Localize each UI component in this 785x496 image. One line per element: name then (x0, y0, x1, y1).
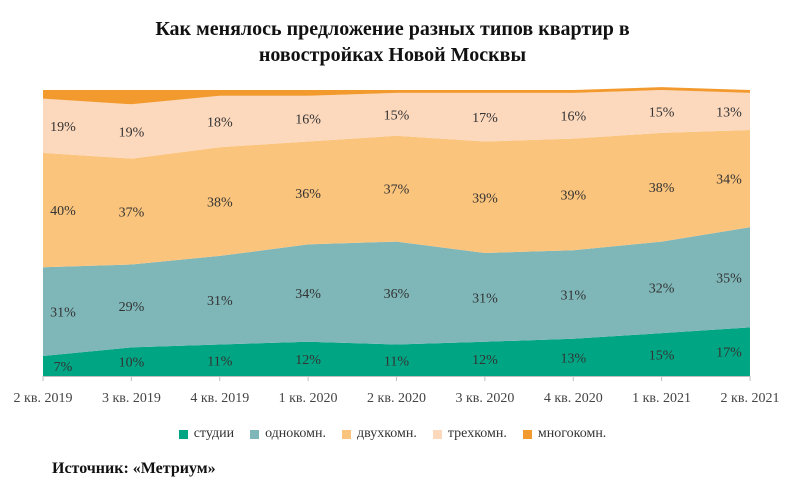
legend-item-4: многокомн. (522, 426, 607, 442)
data-label: 16% (295, 113, 321, 128)
chart-title-line-2: новостройках Новой Москвы (258, 44, 527, 66)
data-label: 17% (716, 346, 742, 361)
legend-swatch (432, 429, 442, 439)
data-label: 34% (716, 173, 742, 188)
area-series-3 (43, 90, 750, 159)
data-label: 31% (207, 294, 233, 309)
data-label: 31% (560, 289, 586, 304)
legend-swatch (250, 429, 260, 439)
x-tick-label: 4 кв. 2020 (544, 391, 603, 406)
data-label: 37% (119, 206, 145, 221)
data-label: 15% (649, 349, 675, 364)
x-tick-label: 3 кв. 2019 (102, 391, 161, 406)
x-tick-label: 3 кв. 2020 (455, 391, 514, 406)
chart-title-line-1: Как менялось предложение разных типов кв… (155, 18, 630, 40)
legend-label: многокомн. (537, 426, 607, 441)
data-label: 10% (119, 356, 145, 371)
data-label: 19% (50, 120, 76, 135)
data-label: 13% (560, 351, 586, 366)
x-tick-label: 2 кв. 2020 (367, 391, 426, 406)
source-note: Источник: «Метриум» (52, 460, 216, 477)
data-label: 38% (649, 181, 675, 196)
data-label: 32% (649, 281, 675, 296)
data-label: 12% (472, 353, 498, 368)
legend-swatch (341, 429, 351, 439)
stacked-area-chart: 7% 10% 11% 12% 11% 12% 13% 15% 17% 31% 29% 31% 34% 36… (14, 87, 780, 406)
area-series-1 (43, 227, 750, 356)
data-label: 12% (295, 353, 321, 368)
data-label: 7% (54, 360, 73, 375)
data-label: 31% (472, 291, 498, 306)
legend-item-3: трехкомн. (432, 426, 507, 442)
legend-item-1: однокомн. (250, 426, 326, 442)
x-tick-label: 1 кв. 2020 (279, 391, 338, 406)
x-tick-label: 2 кв. 2021 (721, 391, 780, 406)
area-series-0 (43, 327, 750, 376)
area-series-2 (43, 130, 750, 268)
data-label: 36% (295, 187, 321, 202)
chart-legend: студии однокомн. двухкомн. трехкомн. многоко… (0, 426, 785, 442)
legend-label: трехкомн. (447, 426, 507, 441)
area-series-4 (43, 87, 750, 105)
data-label: 15% (384, 108, 410, 123)
legend-label: двухкомн. (356, 426, 417, 441)
data-label: 39% (472, 191, 498, 206)
x-tick-label: 2 кв. 2019 (14, 391, 73, 406)
data-label: 37% (384, 183, 410, 198)
x-tick-label: 1 кв. 2021 (632, 391, 691, 406)
data-label: 40% (50, 204, 76, 219)
data-label: 34% (295, 287, 321, 302)
data-label: 31% (50, 306, 76, 321)
data-label: 13% (716, 105, 742, 120)
legend-item-2: двухкомн. (341, 426, 417, 442)
data-label: 29% (119, 300, 145, 315)
legend-label: студии (193, 426, 235, 441)
data-label: 38% (207, 196, 233, 211)
x-tick-label: 4 кв. 2019 (190, 391, 249, 406)
data-label: 39% (560, 188, 586, 203)
data-label: 16% (560, 110, 586, 125)
data-label: 11% (384, 354, 409, 369)
data-label: 15% (649, 105, 675, 120)
data-label: 19% (119, 126, 145, 141)
legend-item-0: студии (178, 426, 235, 442)
data-label: 17% (472, 111, 498, 126)
data-label: 18% (207, 116, 233, 131)
legend-swatch (178, 429, 188, 439)
legend-label: однокомн. (265, 426, 326, 441)
legend-swatch (522, 429, 532, 439)
data-label: 11% (207, 354, 232, 369)
data-label: 35% (716, 271, 742, 286)
data-label: 36% (384, 287, 410, 302)
